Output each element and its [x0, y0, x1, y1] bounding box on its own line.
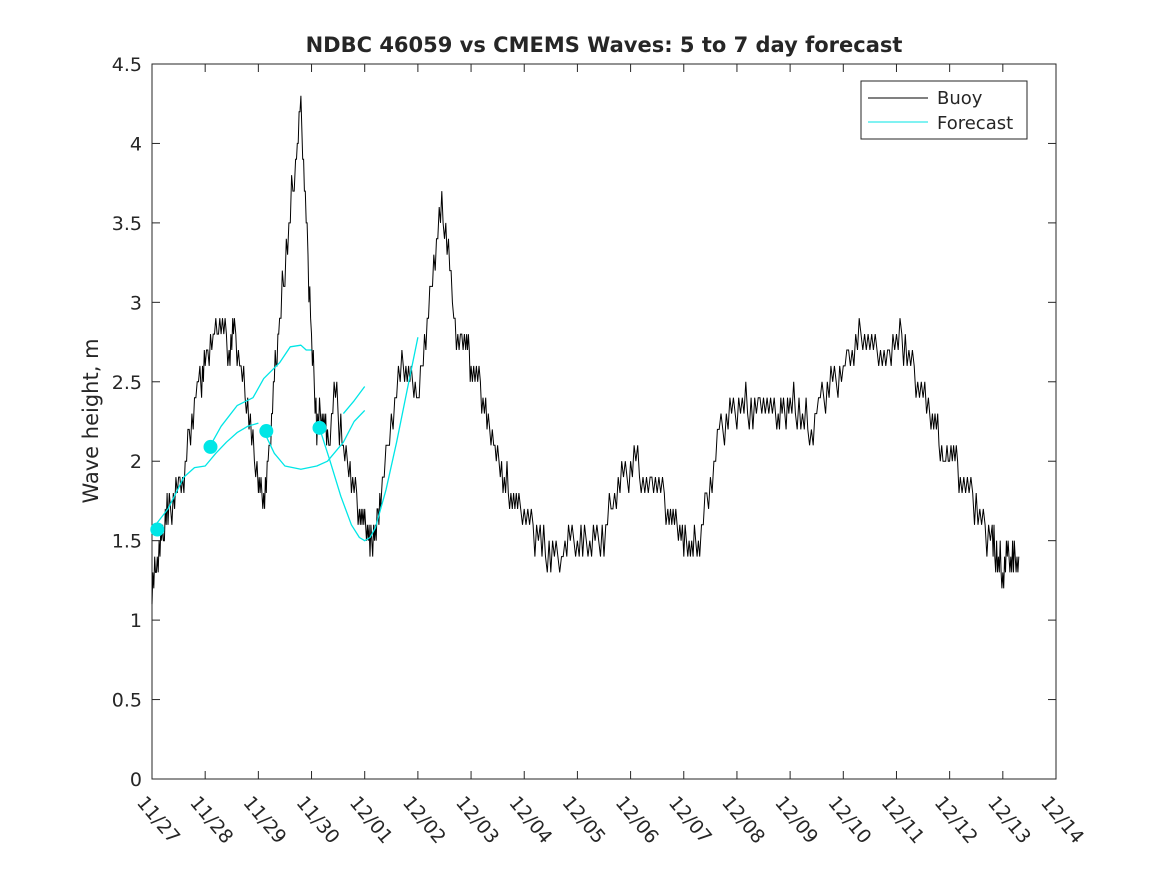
forecast-marker — [150, 522, 165, 537]
forecast-line-segment — [209, 344, 312, 446]
y-tick-labels: 0 0.5 1 1.5 2 2.5 3 3.5 4 4.5 — [112, 54, 142, 791]
chart-title: NDBC 46059 vs CMEMS Waves: 5 to 7 day fo… — [306, 33, 903, 57]
forecast-line-segment — [263, 409, 366, 470]
y-tick-label: 3.5 — [112, 213, 142, 235]
y-tick-label: 1.5 — [112, 531, 142, 553]
forecast-line-segment — [342, 386, 366, 415]
forecast-marker — [203, 439, 218, 454]
axis-ticks — [151, 63, 1057, 780]
forecast-markers — [150, 420, 327, 537]
y-tick-label: 3 — [130, 292, 142, 314]
forecast-marker — [259, 424, 274, 439]
legend-box — [860, 80, 1028, 140]
y-tick-label: 0 — [130, 769, 142, 791]
y-tick-label: 2.5 — [112, 372, 142, 394]
legend-buoy-label: Buoy — [937, 88, 983, 109]
y-tick-label: 1 — [130, 610, 142, 632]
y-tick-label: 2 — [130, 451, 142, 473]
y-tick-label: 4.5 — [112, 54, 142, 76]
legend: Buoy Forecast — [860, 80, 1028, 140]
y-tick-label: 0.5 — [112, 690, 142, 712]
y-axis-label: Wave height, m — [79, 338, 103, 503]
forecast-line-segment — [318, 337, 419, 542]
legend-forecast-label: Forecast — [937, 113, 1013, 134]
plot-area — [151, 63, 1057, 780]
forecast-marker — [312, 420, 327, 435]
forecast-series — [151, 337, 419, 542]
y-tick-label: 4 — [130, 133, 142, 155]
forecast-line-segment — [151, 422, 259, 530]
